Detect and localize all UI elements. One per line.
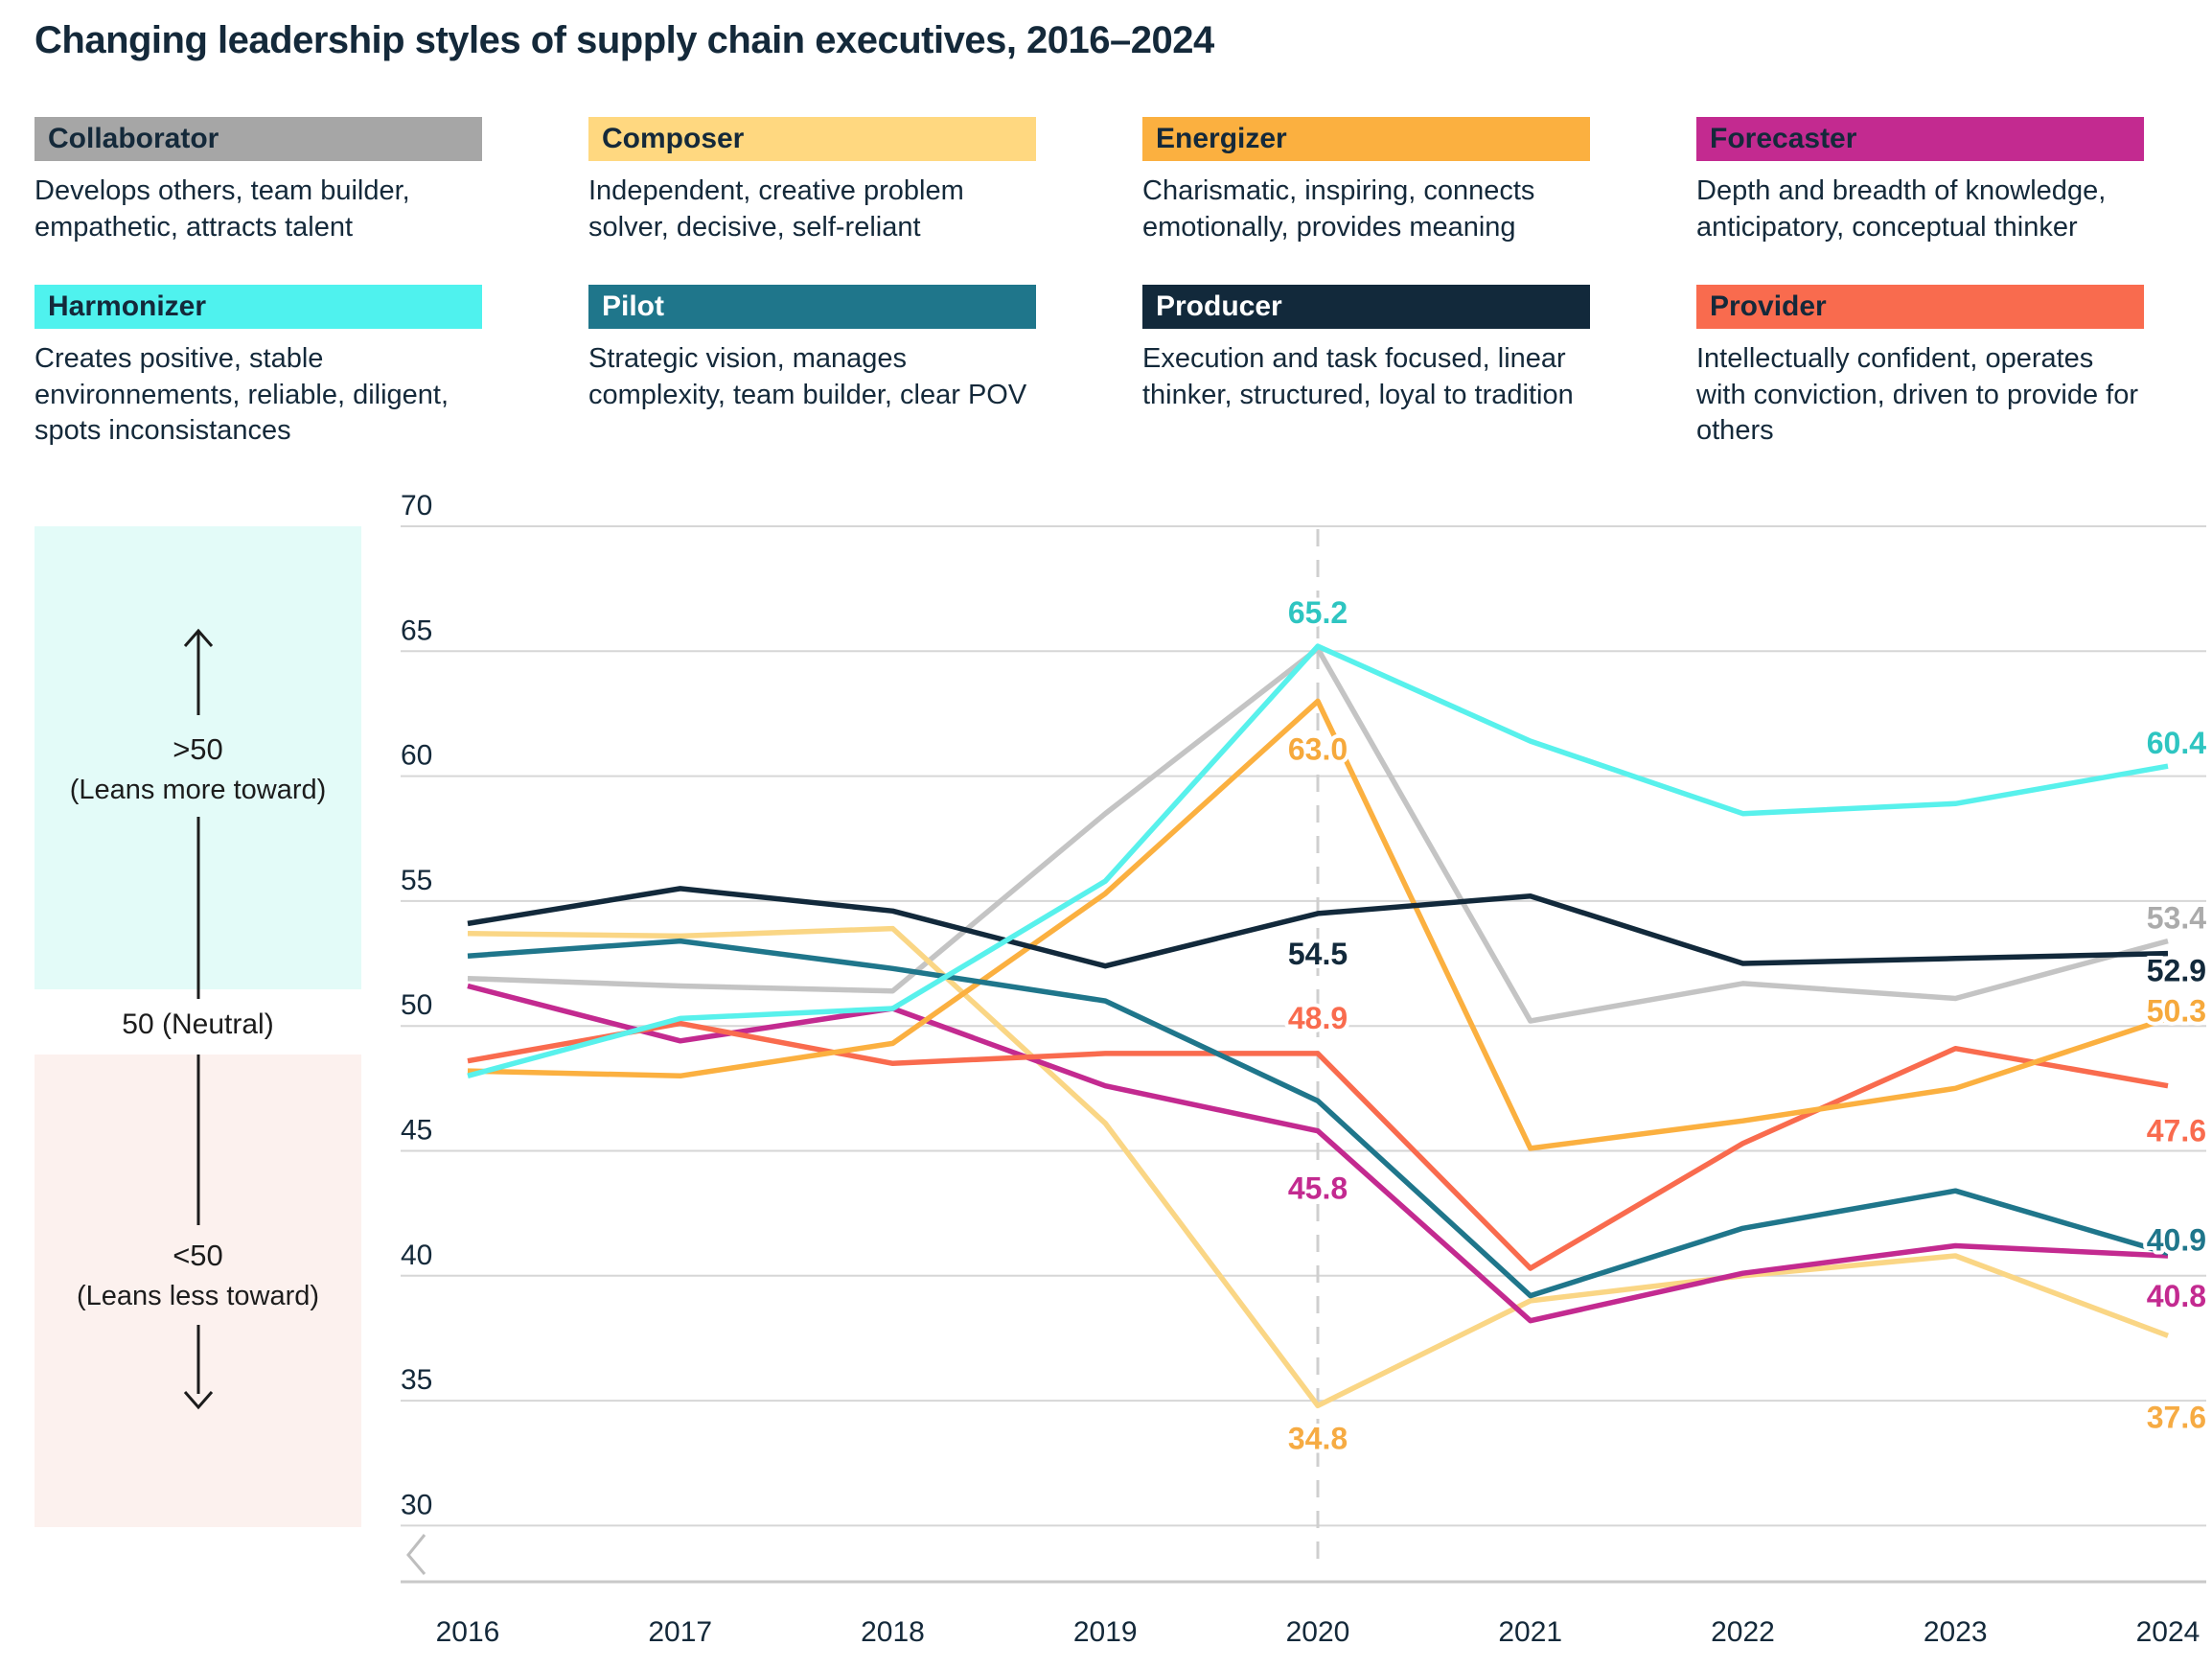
end-label-energizer: 50.3 [2147, 993, 2206, 1028]
end-label-forecaster: 40.8 [2147, 1279, 2206, 1313]
neutral-label: 50 (Neutral) [122, 1008, 274, 1040]
x-tick-label: 2020 [1286, 1616, 1350, 1648]
legend-item-pilot: Pilot Strategic vision, manages complexi… [588, 285, 1036, 413]
series-line-energizer [467, 698, 2169, 1151]
legend-chip: Provider [1696, 285, 2144, 329]
gt50-label: >50 [173, 732, 223, 766]
x-tick-label: 2023 [1924, 1616, 1988, 1648]
page-title: Changing leadership styles of supply cha… [35, 19, 1214, 61]
x-tick-label: 2021 [1498, 1616, 1562, 1648]
x-tick-label: 2017 [648, 1616, 712, 1648]
legend-chip: Pilot [588, 285, 1036, 329]
legend-item-harmonizer: Harmonizer Creates positive, stable envi… [35, 285, 482, 450]
legend-desc: Charismatic, inspiring, connects emotion… [1142, 175, 1535, 243]
y-tick-label: 55 [401, 865, 432, 896]
legend-desc: Independent, creative problem solver, de… [588, 175, 964, 243]
legend-desc: Strategic vision, manages complexity, te… [588, 343, 1027, 410]
series-line-producer [467, 886, 2169, 969]
end-label-producer: 52.9 [2147, 954, 2206, 988]
x-tick-label: 2024 [2136, 1616, 2200, 1648]
y-tick-label: 45 [401, 1115, 432, 1147]
y-tick-label: 65 [401, 614, 432, 646]
end-label-composer: 37.6 [2147, 1400, 2206, 1434]
legend-item-provider: Provider Intellectually confident, opera… [1696, 285, 2144, 450]
series-line-harmonizer [467, 643, 2169, 1078]
y-tick-label: 50 [401, 989, 432, 1021]
legend-desc: Develops others, team builder, empatheti… [35, 175, 410, 243]
series-line-forecaster [467, 983, 2169, 1324]
legend-desc: Intellectually confident, operates with … [1696, 343, 2138, 447]
end-label-pilot: 40.9 [2147, 1222, 2206, 1257]
legend-item-producer: Producer Execution and task focused, lin… [1142, 285, 1590, 413]
legend-chip: Harmonizer [35, 285, 482, 329]
x-tick-label: 2018 [861, 1616, 925, 1648]
axis-break-icon [406, 1534, 426, 1575]
y-tick-label: 30 [401, 1489, 432, 1520]
legend-chip: Forecaster [1696, 117, 2144, 161]
lt50-label: <50 [173, 1239, 223, 1272]
annotation-arrows [183, 628, 214, 1410]
y-tick-label: 35 [401, 1364, 432, 1396]
y-tick-label: 40 [401, 1240, 432, 1271]
callout-label-producer: 54.5 [1288, 937, 1348, 971]
legend-chip: Composer [588, 117, 1036, 161]
legend-desc: Execution and task focused, linear think… [1142, 343, 1574, 410]
x-tick-label: 2016 [436, 1616, 500, 1648]
callout-label-energizer: 63.0 [1288, 731, 1348, 766]
x-tick-label: 2019 [1073, 1616, 1138, 1648]
series-line-pilot [467, 938, 2169, 1299]
end-label-harmonizer: 60.4 [2147, 726, 2206, 760]
callout-label-composer: 34.8 [1288, 1421, 1348, 1455]
callout-label-provider: 48.9 [1288, 1001, 1348, 1035]
legend-chip: Energizer [1142, 117, 1590, 161]
end-label-provider: 47.6 [2147, 1114, 2206, 1148]
callout-label-forecaster: 45.8 [1288, 1171, 1348, 1206]
callout-label-harmonizer: 65.2 [1288, 595, 1348, 630]
legend-item-forecaster: Forecaster Depth and breadth of knowledg… [1696, 117, 2144, 245]
series-line-composer [467, 925, 2169, 1409]
legend-item-composer: Composer Independent, creative problem s… [588, 117, 1036, 245]
legend-desc: Creates positive, stable environnements,… [35, 343, 449, 447]
legend-chip: Producer [1142, 285, 1590, 329]
leans-more-label: (Leans more toward) [69, 775, 327, 805]
legend-chip: Collaborator [35, 117, 482, 161]
y-tick-label: 60 [401, 740, 432, 772]
leans-less-label: (Leans less toward) [76, 1281, 320, 1311]
series-line-provider [467, 1020, 2169, 1271]
down-arrow-icon [183, 1391, 214, 1410]
legend-item-collaborator: Collaborator Develops others, team build… [35, 117, 482, 245]
legend-item-energizer: Energizer Charismatic, inspiring, connec… [1142, 117, 1590, 245]
legend-desc: Depth and breadth of knowledge, anticipa… [1696, 175, 2107, 243]
x-tick-label: 2022 [1711, 1616, 1775, 1648]
y-tick-label: 70 [401, 490, 432, 522]
end-label-collaborator: 53.4 [2147, 901, 2206, 936]
up-arrow-icon [183, 628, 214, 647]
